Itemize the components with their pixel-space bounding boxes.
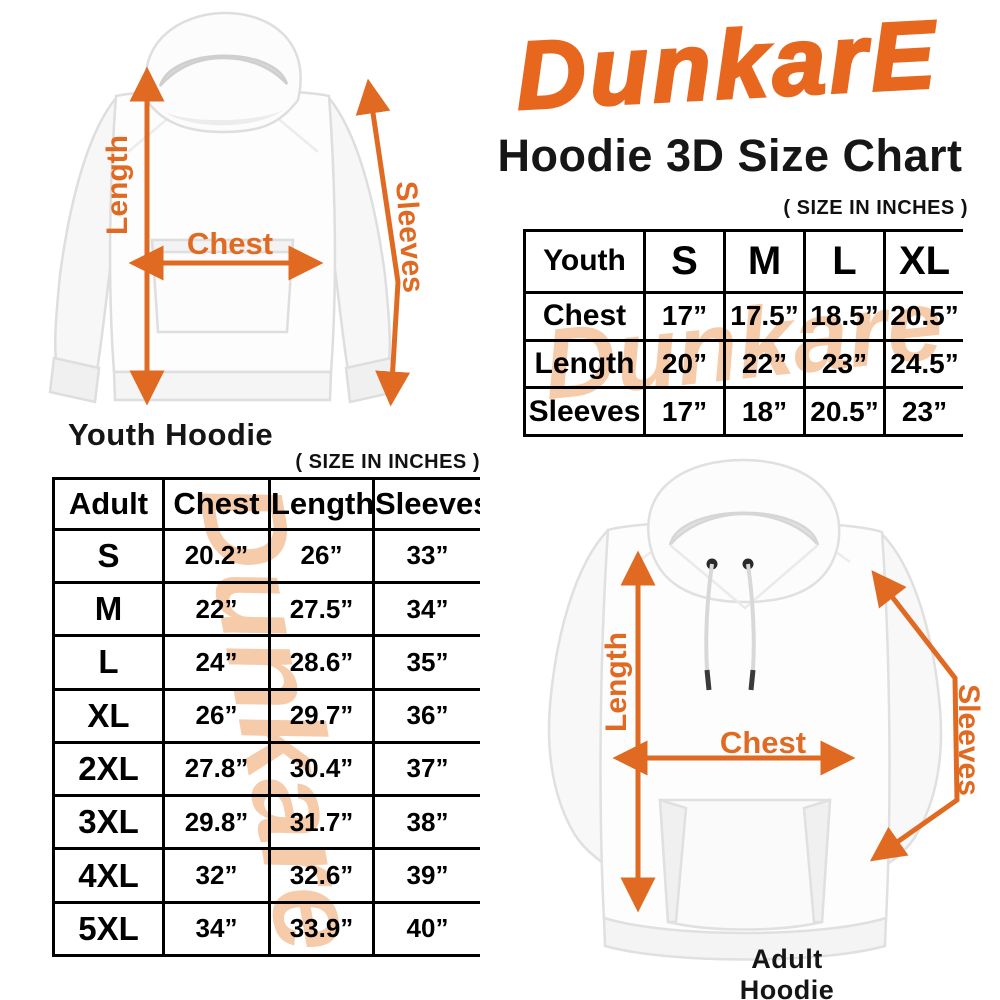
table-row: 2XL 27.8” 30.4” 37”: [52, 740, 480, 798]
table-cell: 29.8”: [162, 794, 271, 851]
table-cell: 22”: [723, 338, 806, 390]
youth-size-table-wrap: Dunkare Youth S M L XL Chest 17” 17.5” 1…: [523, 229, 963, 437]
table-cell: 36”: [372, 687, 480, 744]
table-cell: 20.5”: [883, 290, 963, 342]
row-label: 5XL: [52, 900, 165, 957]
youth-hoodie-image: [48, 11, 397, 404]
youth-size-note: ( SIZE IN INCHES ): [783, 197, 968, 219]
table-cell: 23”: [883, 386, 963, 437]
row-label: Sleeves: [523, 386, 646, 437]
table-row: L 24” 28.6” 35”: [52, 634, 480, 691]
brand-logo: DunkarE: [512, 0, 943, 131]
adult-header-row: Adult Chest Length Sleeves: [52, 477, 480, 531]
table-cell: 34”: [372, 580, 480, 638]
youth-size-table: Youth S M L XL Chest 17” 17.5” 18.5” 20.…: [523, 229, 963, 437]
adult-length-label: Length: [600, 632, 633, 732]
adult-figure-caption: Adult Hoodie: [739, 944, 835, 1000]
table-row: Chest 17” 17.5” 18.5” 20.5”: [523, 290, 963, 342]
table-cell: 38”: [372, 794, 480, 851]
table-cell: 34”: [162, 900, 271, 957]
table-cell: 17.5”: [723, 290, 806, 342]
table-cell: 39”: [372, 847, 480, 904]
table-cell: 33”: [372, 527, 480, 584]
column-header: Length: [268, 477, 375, 531]
table-cell: 31.7”: [268, 794, 375, 851]
adult-size-table: Adult Chest Length Sleeves S 20.2” 26” 3…: [52, 477, 480, 957]
page-title: Hoodie 3D Size Chart: [497, 130, 963, 181]
table-cell: 20.5”: [803, 386, 886, 437]
row-label: 3XL: [52, 794, 165, 851]
table-cell: 17”: [643, 386, 726, 437]
row-label: XL: [52, 687, 165, 744]
row-label: L: [52, 634, 165, 691]
column-header: Youth: [523, 229, 646, 294]
table-cell: 22”: [162, 580, 271, 638]
adult-hoodie-figure: Length Chest Sleeves Adult Hoodie: [490, 450, 1000, 1000]
adult-measure-arrows: [612, 550, 960, 913]
table-cell: 28.6”: [268, 634, 375, 691]
table-cell: 23”: [803, 338, 886, 390]
row-label: Length: [523, 338, 646, 390]
table-cell: 29.7”: [268, 687, 375, 744]
table-cell: 40”: [372, 900, 480, 957]
table-cell: 24”: [162, 634, 271, 691]
table-row: XL 26” 29.7” 36”: [52, 687, 480, 744]
adult-size-table-wrap: Dunkare Adult Chest Length Sleeves S 20.…: [52, 477, 480, 957]
table-cell: 20.2”: [162, 527, 271, 584]
adult-size-note: ( SIZE IN INCHES ): [295, 451, 480, 473]
column-header: Adult: [52, 477, 165, 531]
youth-sleeves-arrow: [355, 78, 411, 407]
table-cell: 33.9”: [268, 900, 375, 957]
column-header: Sleeves: [372, 477, 480, 531]
table-cell: 37”: [372, 740, 480, 798]
youth-figure-caption: Youth Hoodie: [68, 417, 274, 452]
row-label: 4XL: [52, 847, 165, 904]
adult-sleeves-label: Sleeves: [952, 684, 985, 796]
table-row: 5XL 34” 33.9” 40”: [52, 900, 480, 957]
column-header: L: [803, 229, 886, 294]
adult-sleeves-arrow: [869, 570, 960, 862]
youth-chest-label: Chest: [186, 226, 274, 261]
table-row: 4XL 32” 32.6” 39”: [52, 847, 480, 904]
column-header: Chest: [162, 477, 271, 531]
youth-measure-arrows: [128, 66, 411, 407]
table-cell: 18”: [723, 386, 806, 437]
table-cell: 32”: [162, 847, 271, 904]
adult-chest-label: Chest: [719, 725, 807, 760]
table-cell: 17”: [643, 290, 726, 342]
table-row: M 22” 27.5” 34”: [52, 580, 480, 638]
table-cell: 30.4”: [268, 740, 375, 798]
column-header: XL: [883, 229, 963, 294]
table-cell: 24.5”: [883, 338, 963, 390]
table-cell: 35”: [372, 634, 480, 691]
table-cell: 26”: [268, 527, 375, 584]
column-header: S: [643, 229, 726, 294]
table-cell: 26”: [162, 687, 271, 744]
table-cell: 27.8”: [162, 740, 271, 798]
table-cell: 27.5”: [268, 580, 375, 638]
youth-hoodie-figure: Length Chest Sleeves Youth Hoodie: [0, 0, 470, 452]
row-label: M: [52, 580, 165, 638]
table-cell: 32.6”: [268, 847, 375, 904]
column-header: M: [723, 229, 806, 294]
table-row: S 20.2” 26” 33”: [52, 527, 480, 584]
table-cell: 20”: [643, 338, 726, 390]
row-label: 2XL: [52, 740, 165, 798]
youth-length-label: Length: [101, 135, 134, 235]
youth-header-row: Youth S M L XL: [523, 229, 963, 294]
row-label: S: [52, 527, 165, 584]
table-row: Sleeves 17” 18” 20.5” 23”: [523, 386, 963, 437]
table-row: 3XL 29.8” 31.7” 38”: [52, 794, 480, 851]
row-label: Chest: [523, 290, 646, 342]
table-cell: 18.5”: [803, 290, 886, 342]
table-row: Length 20” 22” 23” 24.5”: [523, 338, 963, 390]
